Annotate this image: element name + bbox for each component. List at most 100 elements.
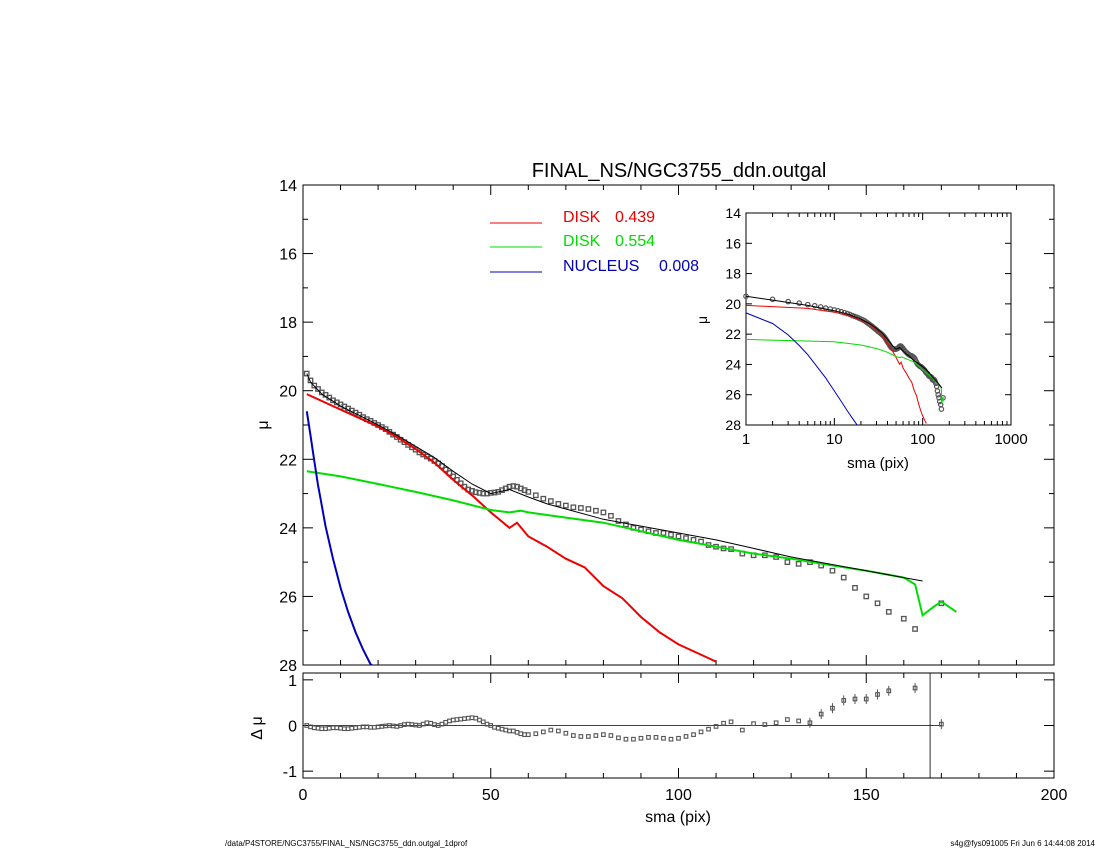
main-data-point — [608, 513, 614, 519]
residual-data-point — [586, 734, 591, 739]
residual-data-point — [751, 721, 756, 727]
legend-value-disk2: 0.554 — [615, 233, 655, 250]
main-y-tick-label: 28 — [279, 658, 297, 675]
inset-series-line-2 — [746, 312, 859, 425]
main-data-point — [570, 504, 577, 511]
residual-data-point — [796, 718, 802, 724]
inset-panel: 14 16 18 20 22 24 26 28 1 10 100 1000 μ sma (pix) — [694, 205, 1028, 472]
residual-data-point — [394, 724, 400, 729]
residual-data-point — [807, 720, 813, 726]
residual-data-point — [739, 727, 745, 733]
inset-data-point — [940, 394, 946, 401]
inset-data-point — [935, 391, 942, 398]
residual-data-point — [484, 721, 490, 727]
residual-data-point — [353, 725, 358, 731]
residual-data-point — [492, 724, 497, 730]
inset-data-point — [938, 406, 945, 412]
residual-data-point — [409, 722, 415, 727]
main-data-point — [578, 505, 584, 511]
residual-data-point — [447, 718, 452, 724]
inset-data-point — [817, 304, 824, 310]
main-y-tick-label: 26 — [279, 589, 297, 606]
inset-data-point — [796, 300, 802, 306]
main-data-point — [852, 585, 858, 591]
residual-data-point — [420, 721, 426, 727]
residual-data-point — [341, 726, 347, 732]
residual-data-point — [608, 733, 614, 738]
residual-data-point — [616, 735, 621, 741]
residual-data-point — [762, 722, 768, 727]
residual-data-point — [458, 716, 464, 722]
residual-data-point — [653, 735, 659, 740]
main-data-point — [555, 501, 562, 507]
main-data-point — [863, 593, 870, 600]
residual-data-point — [462, 716, 467, 722]
residual-data-point — [450, 717, 456, 723]
residual-y-axis: -1 0 1 — [283, 673, 1054, 781]
inset-x-label: sma (pix) — [847, 455, 909, 472]
residual-data-point — [638, 735, 644, 741]
residual-data-point — [308, 724, 313, 730]
main-y-label: μ — [255, 420, 272, 429]
residual-data-point — [563, 730, 569, 736]
residual-data-point — [345, 726, 351, 732]
inset-y-tick-label: 28 — [725, 417, 741, 433]
residual-panel: -101 0 50 100 150 200 Δ μ sma (pix) — [249, 672, 1067, 826]
residual-x-tick-label: 150 — [853, 787, 880, 804]
main-data-point — [547, 498, 554, 504]
residual-data-point — [360, 724, 366, 730]
inset-series-line-0 — [746, 304, 927, 424]
residual-data-point — [473, 715, 479, 721]
residual-data-point — [676, 735, 681, 741]
main-y-axis: 14 16 18 20 22 24 26 28 — [279, 178, 1054, 675]
inset-series-lines — [746, 295, 945, 425]
residual-data-point — [338, 725, 343, 731]
residual-data-point — [413, 722, 419, 728]
main-data-point — [315, 386, 321, 392]
residual-data-point — [315, 725, 321, 731]
residual-data-point — [349, 725, 355, 731]
legend-value-disk1: 0.439 — [615, 209, 655, 226]
residual-data-point — [334, 725, 340, 731]
residual-data-point — [713, 724, 719, 729]
residual-data-point — [555, 728, 561, 734]
main-data-point — [540, 495, 547, 502]
residual-data-point — [571, 733, 576, 738]
residual-data-point — [631, 736, 636, 742]
main-x-axis — [302, 185, 1055, 665]
main-y-tick-label: 14 — [279, 178, 297, 195]
legend-label-disk2: DISK — [563, 233, 601, 250]
residual-data-point — [830, 705, 835, 711]
residual-data-point — [424, 720, 430, 726]
main-data-point — [900, 615, 907, 622]
inset-y-tick-label: 24 — [725, 356, 741, 372]
residual-data-point — [728, 719, 734, 725]
main-series-line-3 — [306, 373, 923, 582]
residual-data-point — [364, 724, 370, 730]
main-y-tick-label: 20 — [279, 384, 297, 401]
main-data-point — [874, 600, 881, 607]
residual-x-tick-label: 100 — [665, 787, 692, 804]
main-data-point — [784, 559, 791, 565]
main-y-tick-label: 16 — [279, 247, 297, 264]
residual-data-point — [661, 735, 666, 741]
residual-data-point — [402, 722, 407, 727]
inset-y-tick-label: 22 — [725, 326, 741, 342]
main-y-tick-label: 24 — [279, 521, 297, 538]
residual-data-point — [533, 731, 539, 737]
residual-data-point — [785, 717, 790, 722]
legend-value-nucleus: 0.008 — [659, 258, 699, 275]
main-y-tick-label: 22 — [279, 452, 297, 469]
main-data-point — [600, 509, 607, 516]
main-data-point — [615, 518, 622, 524]
residual-data-point — [428, 720, 434, 726]
residual-data-point — [578, 734, 584, 739]
inset-series-line-1 — [746, 338, 945, 404]
residual-data-point — [368, 724, 373, 730]
residual-data-point — [773, 720, 779, 726]
main-data-point — [795, 561, 802, 567]
inset-x-tick-label: 100 — [910, 431, 935, 448]
residual-data-point — [510, 728, 516, 734]
residual-data-point — [495, 725, 501, 731]
